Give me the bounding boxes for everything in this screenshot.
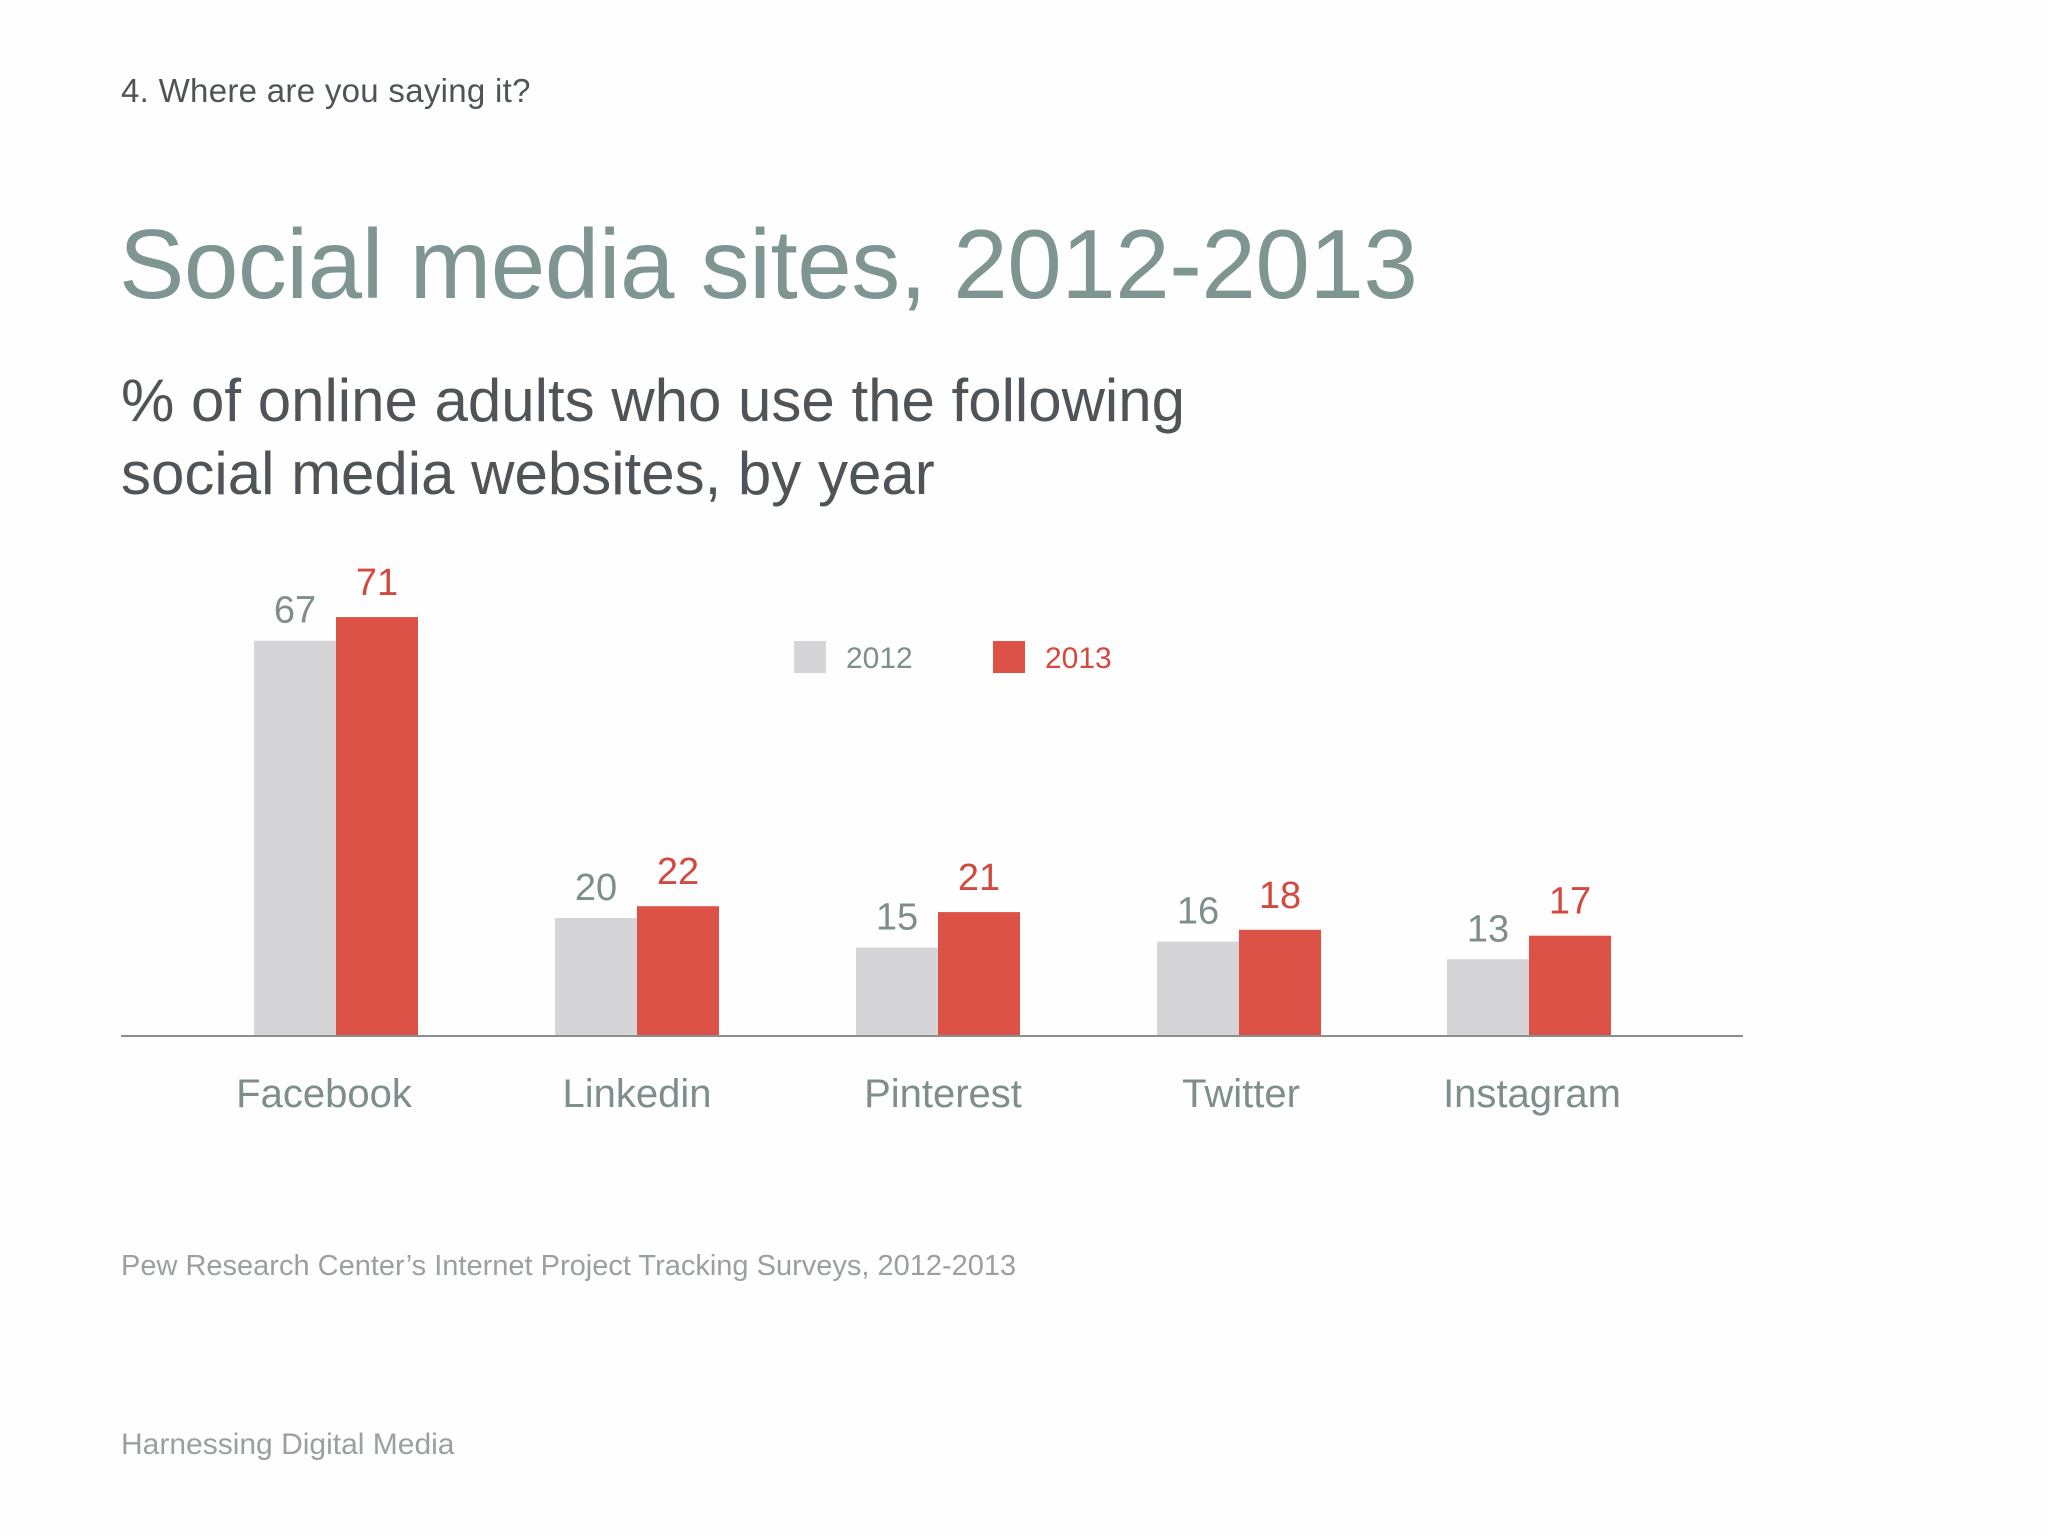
data-label-instagram-2013: 17: [1549, 881, 1591, 923]
bar-instagram-2012: [1447, 959, 1529, 1036]
bars-layer: [254, 617, 1611, 1036]
bar-instagram-2013: [1529, 935, 1611, 1036]
data-label-facebook-2013: 71: [356, 562, 398, 604]
chart-legend: 2012 2013: [794, 641, 1112, 675]
data-label-facebook-2012: 67: [274, 590, 316, 632]
legend-label-2012: 2012: [846, 642, 913, 675]
bar-facebook-2012: [254, 640, 336, 1036]
x-tick-label-linkedin: Linkedin: [562, 1072, 711, 1116]
legend-swatch-2012: [794, 641, 826, 673]
bar-pinterest-2013: [938, 912, 1020, 1036]
bar-twitter-2012: [1157, 941, 1239, 1036]
section-heading: 4. Where are you saying it?: [121, 72, 531, 109]
data-label-instagram-2012: 13: [1467, 908, 1509, 950]
x-tick-label-facebook: Facebook: [236, 1072, 413, 1116]
data-label-twitter-2012: 16: [1177, 891, 1219, 933]
subtitle-line-2: social media websites, by year: [121, 440, 935, 507]
x-tick-label-instagram: Instagram: [1443, 1072, 1621, 1116]
chart-subtitle: % of online adults who use the following…: [121, 364, 1321, 510]
footer-text: Harnessing Digital Media: [121, 1428, 455, 1461]
subtitle-line-1: % of online adults who use the following: [121, 367, 1186, 434]
labels-layer: 67 71 Facebook 20 22 Linkedin 15 21 Pinterest 16 1…: [236, 562, 1621, 1116]
page-title: Social media sites, 2012-2013: [119, 209, 1418, 319]
legend-label-2013: 2013: [1045, 642, 1112, 675]
x-tick-label-twitter: Twitter: [1182, 1072, 1300, 1116]
source-note: Pew Research Center’s Internet Project T…: [121, 1250, 1017, 1282]
bar-linkedin-2013: [637, 906, 719, 1036]
data-label-linkedin-2012: 20: [575, 867, 617, 909]
data-label-pinterest-2012: 15: [876, 897, 918, 939]
bar-twitter-2013: [1239, 929, 1321, 1036]
data-label-linkedin-2013: 22: [657, 851, 699, 893]
data-label-twitter-2013: 18: [1259, 875, 1301, 917]
data-label-pinterest-2013: 21: [958, 857, 1000, 899]
x-tick-label-pinterest: Pinterest: [864, 1072, 1022, 1116]
bar-linkedin-2012: [555, 918, 637, 1036]
bar-pinterest-2012: [856, 947, 938, 1036]
bar-facebook-2013: [336, 617, 418, 1036]
legend-swatch-2013: [993, 641, 1025, 673]
